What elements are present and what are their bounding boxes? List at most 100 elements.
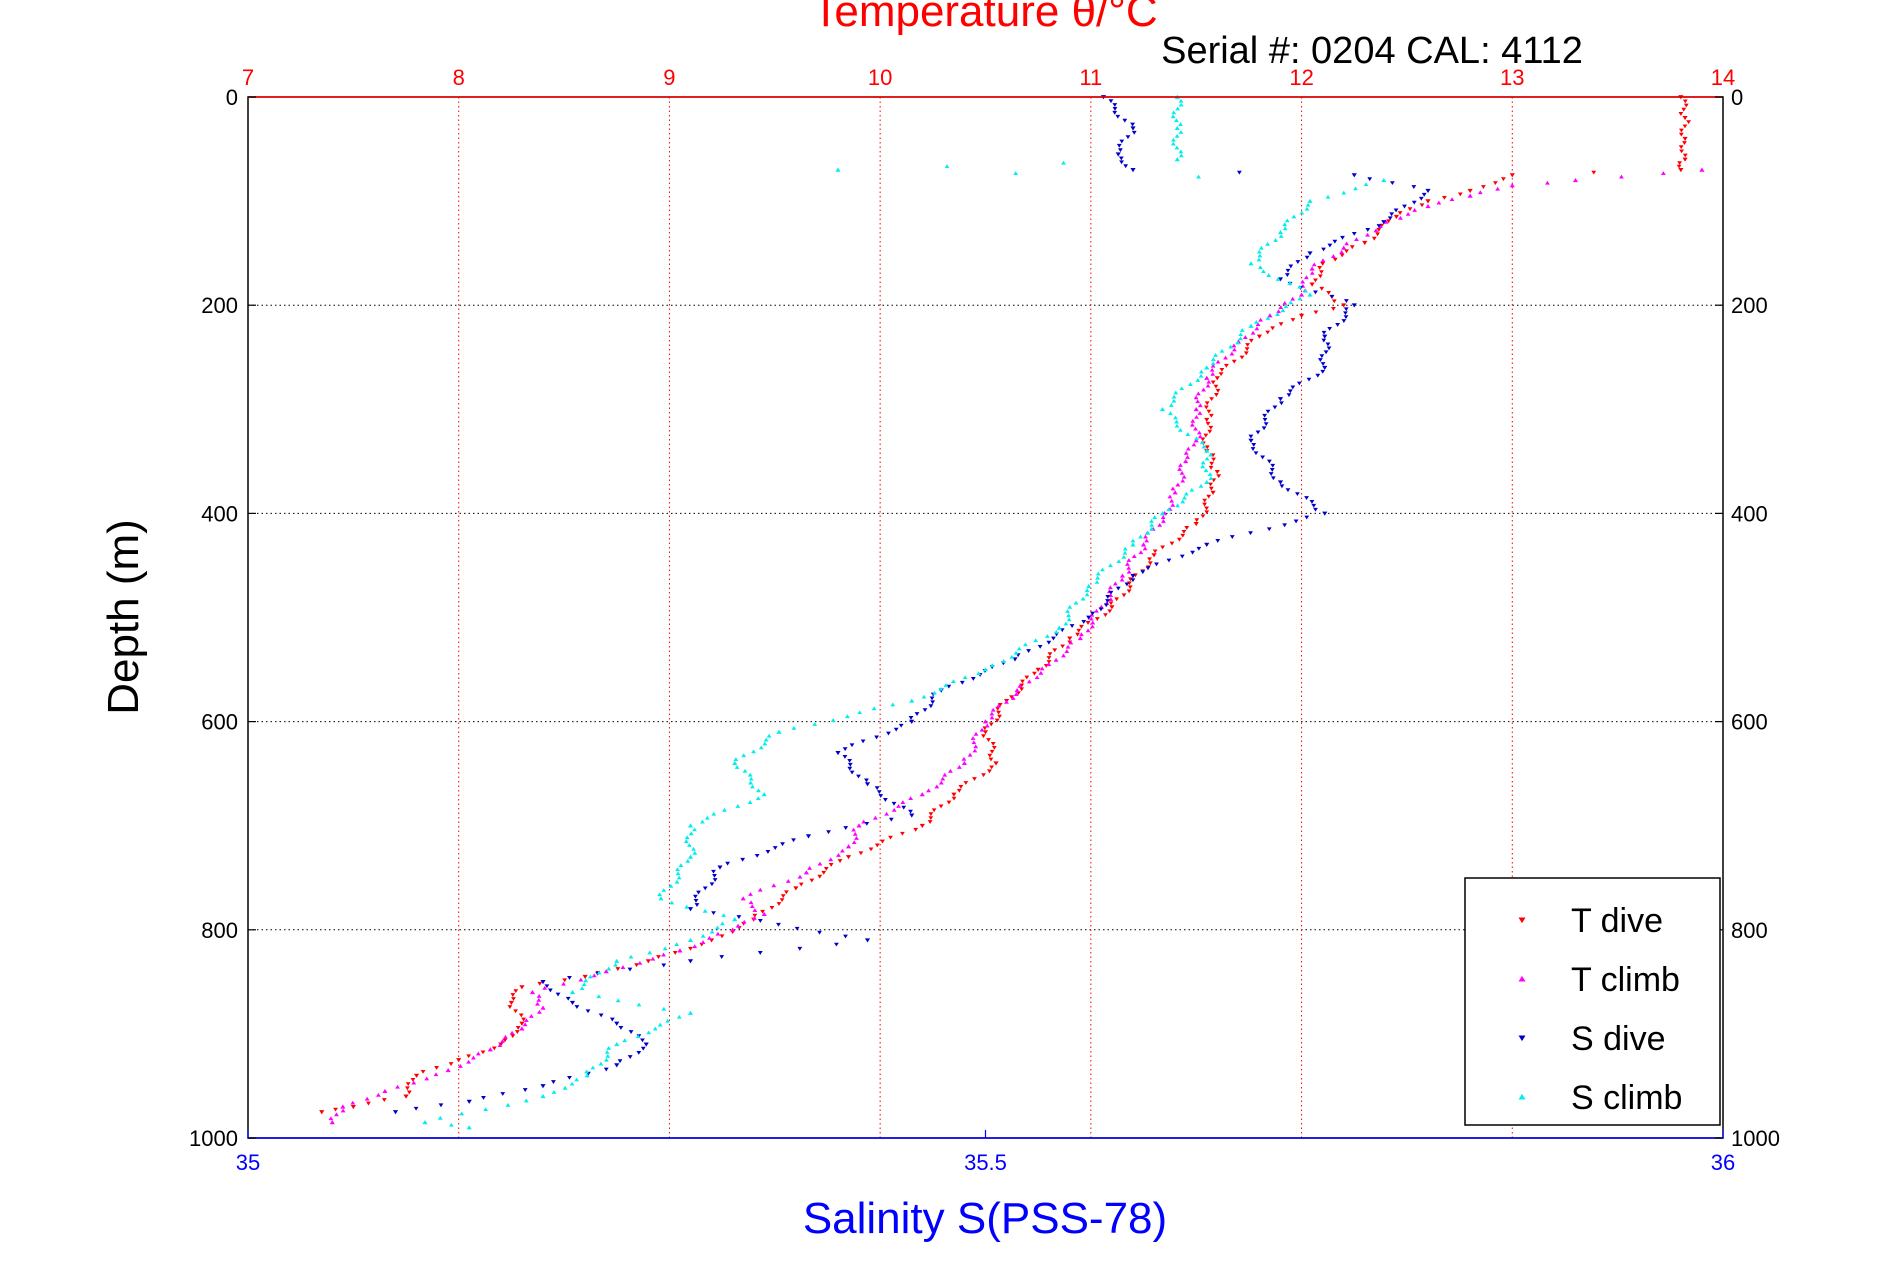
data-point xyxy=(1285,268,1291,273)
data-point xyxy=(406,1090,412,1095)
data-point xyxy=(1682,116,1688,121)
data-point xyxy=(1290,385,1296,390)
data-point xyxy=(1332,239,1338,244)
data-point xyxy=(1280,308,1286,313)
data-point xyxy=(979,727,985,732)
data-point xyxy=(1321,338,1327,343)
data-point xyxy=(699,819,705,824)
data-point xyxy=(1073,600,1079,605)
data-point xyxy=(1185,432,1191,436)
data-point xyxy=(1056,625,1062,630)
data-point xyxy=(1138,550,1144,555)
data-point xyxy=(761,911,767,917)
data-point xyxy=(1349,245,1355,250)
data-point xyxy=(1681,107,1687,112)
data-point xyxy=(748,900,754,905)
data-point xyxy=(1086,615,1092,620)
data-point xyxy=(1174,419,1180,424)
data-point xyxy=(1682,157,1688,162)
data-point xyxy=(1678,145,1684,150)
data-point xyxy=(1253,319,1259,324)
data-point xyxy=(1202,498,1208,503)
data-point xyxy=(880,839,885,844)
temperature-tick-label: 8 xyxy=(453,65,465,90)
temperature-tick-label: 13 xyxy=(1500,65,1524,90)
data-point xyxy=(711,911,716,916)
data-point xyxy=(1179,470,1185,475)
data-point xyxy=(1295,260,1301,264)
data-point xyxy=(1238,336,1243,341)
data-point xyxy=(1341,303,1347,308)
data-point xyxy=(661,1006,667,1011)
data-point xyxy=(762,741,768,746)
data-point xyxy=(1287,389,1293,394)
data-point xyxy=(1209,413,1214,418)
data-point xyxy=(908,796,914,801)
data-point xyxy=(836,853,841,857)
data-point xyxy=(899,831,905,836)
data-point xyxy=(1107,585,1113,590)
series-layer xyxy=(319,94,1705,1130)
data-point xyxy=(1351,173,1357,178)
data-point xyxy=(1112,110,1118,115)
data-point xyxy=(856,774,861,779)
data-point xyxy=(1229,351,1235,356)
data-point xyxy=(1193,438,1199,443)
data-point xyxy=(617,1059,623,1064)
data-point xyxy=(1436,200,1442,205)
data-point xyxy=(995,706,1001,711)
data-point xyxy=(872,815,878,820)
data-point xyxy=(1286,393,1292,398)
data-point xyxy=(1196,430,1202,435)
data-point xyxy=(1307,251,1313,256)
data-point xyxy=(614,1021,620,1026)
data-point xyxy=(1206,409,1212,414)
data-point xyxy=(797,874,803,879)
data-point xyxy=(1295,492,1300,497)
data-point xyxy=(1266,273,1272,277)
data-point xyxy=(1335,323,1341,327)
data-point xyxy=(981,773,986,778)
data-point xyxy=(1272,405,1278,410)
data-point xyxy=(1203,468,1209,473)
data-point xyxy=(1200,464,1206,469)
data-point xyxy=(1130,168,1136,173)
data-point xyxy=(812,722,818,726)
data-point xyxy=(466,1125,472,1130)
data-point xyxy=(1255,322,1261,326)
data-point xyxy=(932,690,937,695)
data-point xyxy=(529,989,536,995)
data-point xyxy=(1315,373,1321,378)
data-point xyxy=(1282,222,1288,227)
data-point xyxy=(1207,472,1213,477)
data-point xyxy=(842,747,848,752)
data-point xyxy=(1108,99,1114,104)
data-point xyxy=(1095,571,1101,576)
data-point xyxy=(1411,200,1417,205)
data-point xyxy=(1682,99,1688,104)
data-point xyxy=(1171,110,1177,115)
data-point xyxy=(1077,635,1083,641)
data-point xyxy=(1325,194,1331,199)
data-point xyxy=(1302,288,1308,293)
data-point xyxy=(585,1009,591,1014)
data-point xyxy=(1198,373,1204,378)
data-point xyxy=(1066,613,1072,618)
data-point xyxy=(1321,330,1327,335)
data-point xyxy=(1124,582,1130,587)
data-point xyxy=(843,826,849,830)
data-point xyxy=(1477,190,1483,195)
data-point xyxy=(1126,558,1132,562)
temperature-tick-label: 11 xyxy=(1079,65,1102,90)
data-point xyxy=(1112,107,1118,111)
data-point xyxy=(350,1100,356,1105)
data-point xyxy=(687,907,694,912)
data-point xyxy=(1084,592,1090,597)
data-point xyxy=(981,734,986,739)
data-point xyxy=(1206,494,1212,499)
data-point xyxy=(692,944,698,949)
data-point xyxy=(1214,393,1219,397)
data-point xyxy=(1343,311,1348,316)
data-point xyxy=(672,951,678,955)
data-point xyxy=(835,751,841,756)
